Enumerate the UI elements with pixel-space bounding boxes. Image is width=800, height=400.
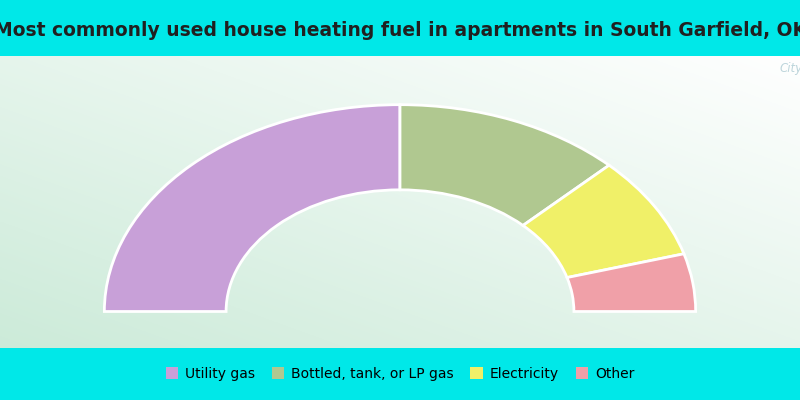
Wedge shape [567,254,696,312]
Wedge shape [400,105,609,226]
Text: Most commonly used house heating fuel in apartments in South Garfield, OK: Most commonly used house heating fuel in… [0,21,800,40]
Wedge shape [523,165,684,278]
Legend: Utility gas, Bottled, tank, or LP gas, Electricity, Other: Utility gas, Bottled, tank, or LP gas, E… [166,367,634,381]
Text: City-Data.com: City-Data.com [780,62,800,75]
Wedge shape [104,105,400,312]
